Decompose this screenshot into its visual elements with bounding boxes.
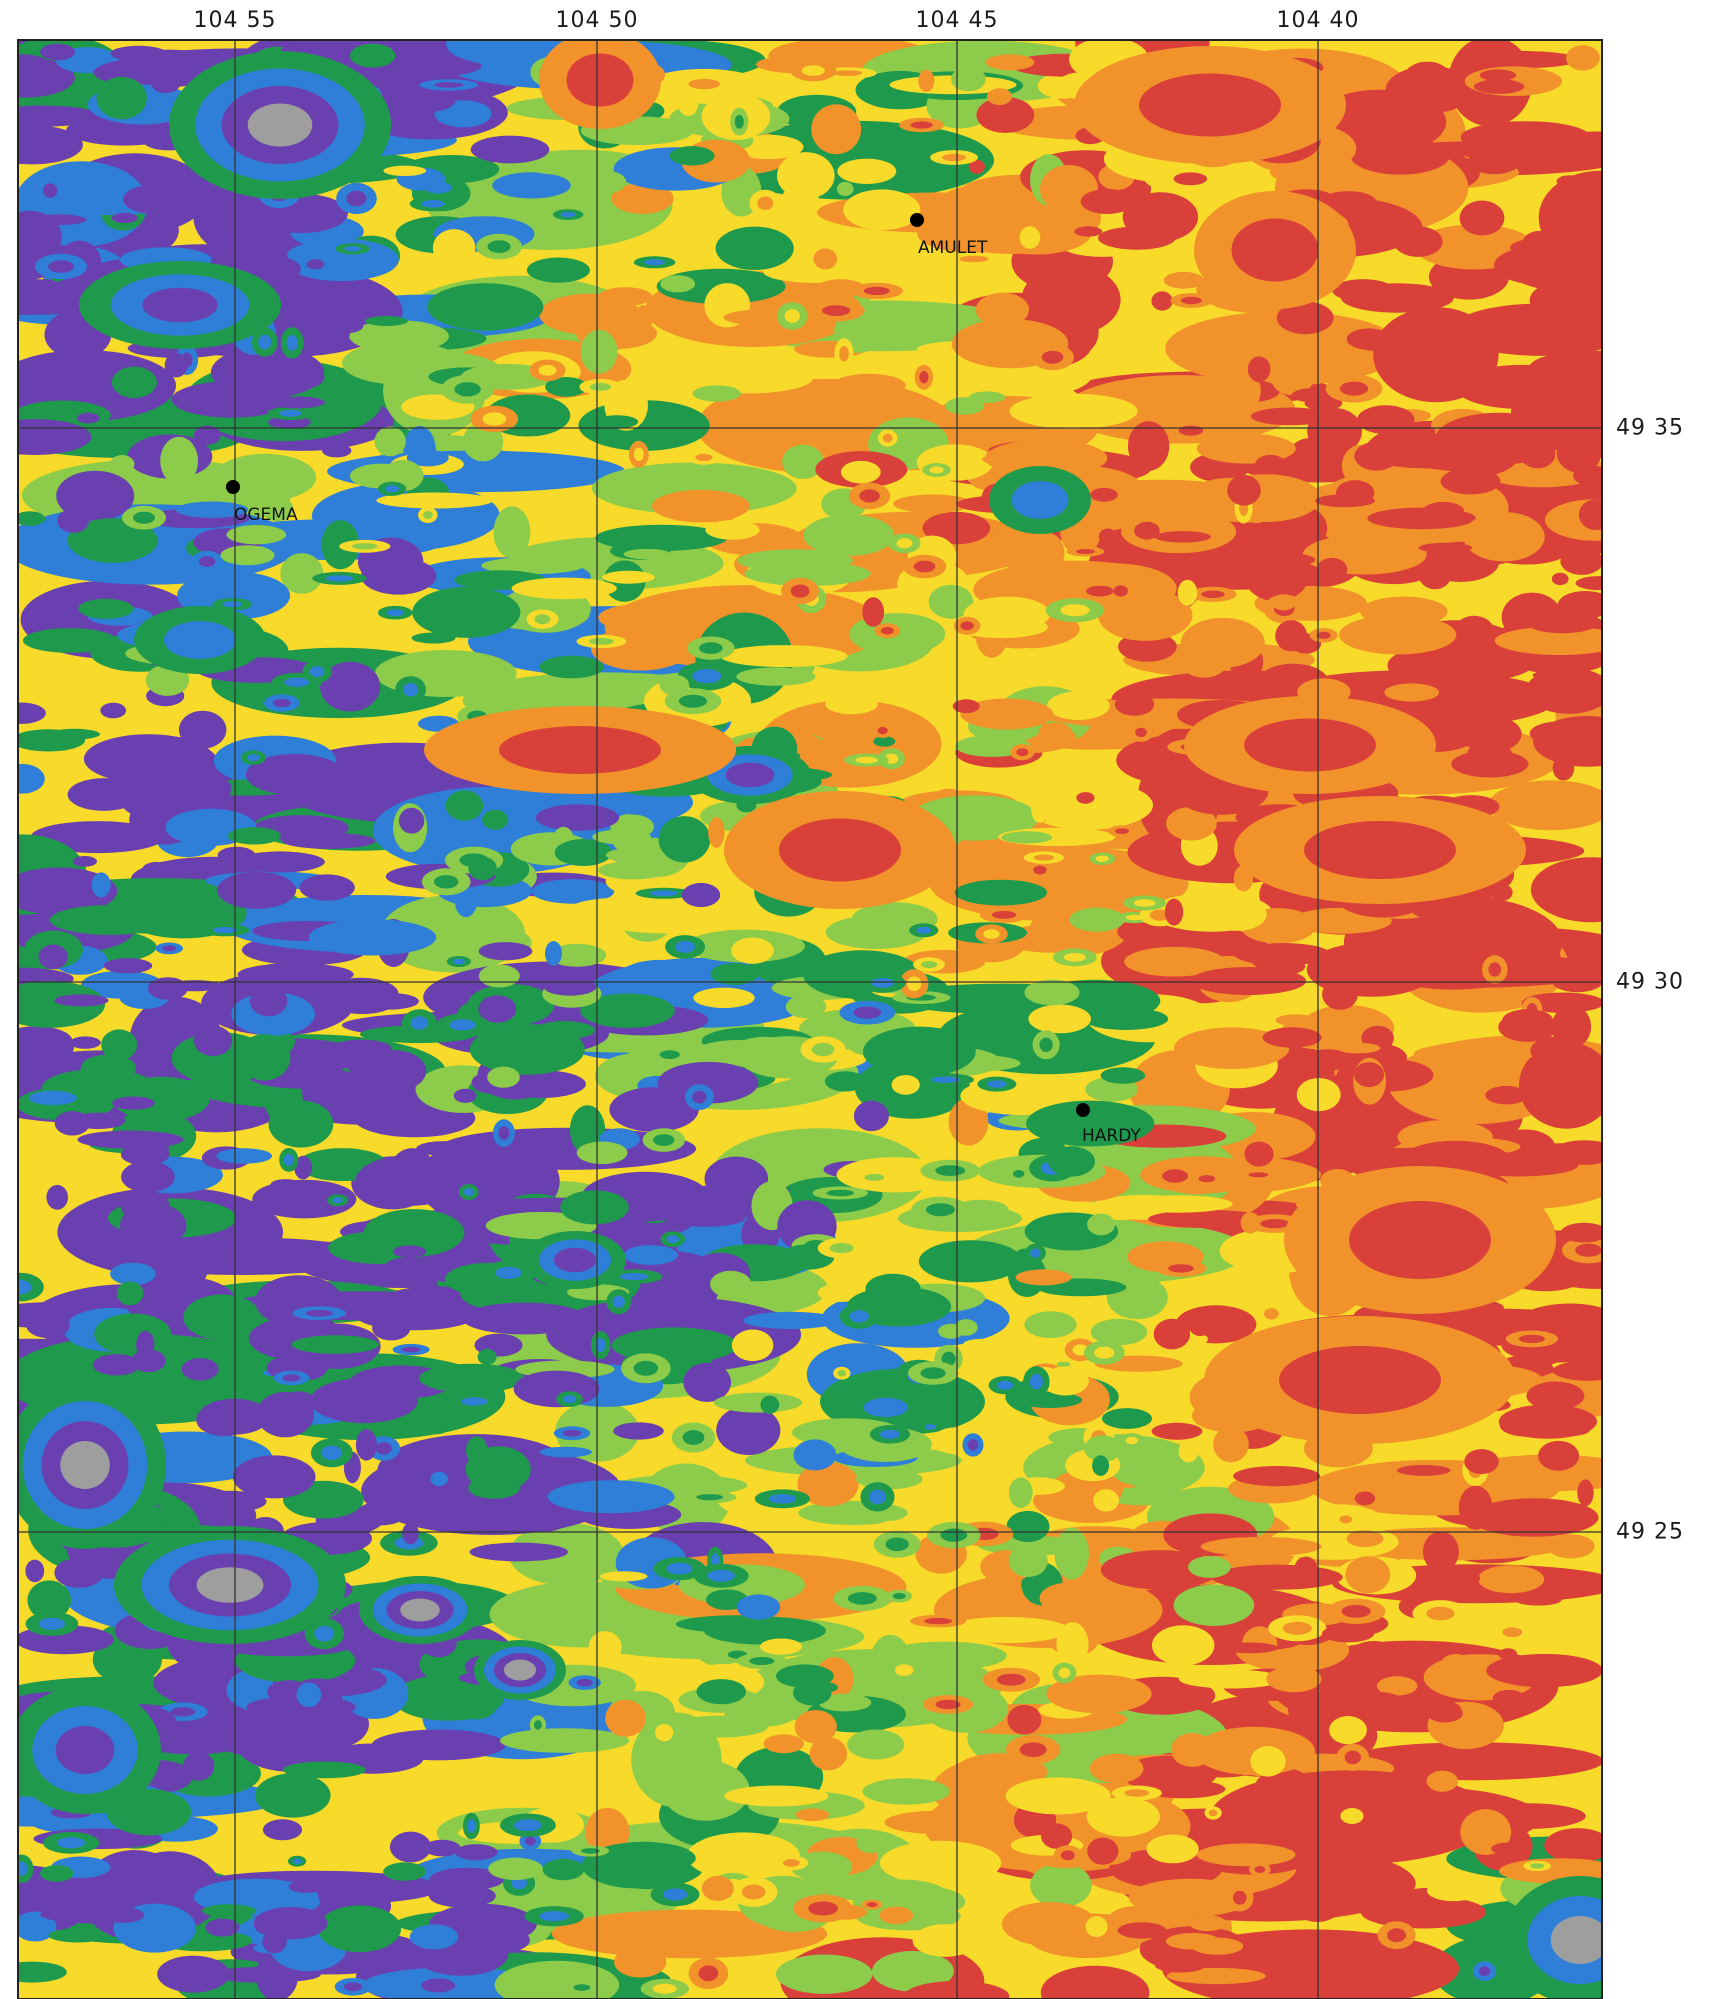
longitude-label: 104 45: [915, 8, 999, 33]
hardy-marker: [1076, 1103, 1090, 1117]
coordinate-grid: [18, 40, 1602, 1999]
latitude-label: 49 30: [1616, 969, 1684, 995]
map-frame: [17, 39, 1603, 1999]
ogema-marker: [226, 480, 240, 494]
longitude-label: 104 40: [1276, 8, 1360, 33]
latitude-label: 49 25: [1616, 1519, 1684, 1545]
anomaly-contours: [18, 40, 1602, 1999]
latitude-label: 49 35: [1616, 415, 1684, 441]
place-label-hardy: HARDY: [1082, 1126, 1141, 1146]
longitude-label: 104 55: [193, 8, 277, 33]
longitude-label: 104 50: [555, 8, 639, 33]
place-markers: [226, 213, 1090, 1117]
place-label-ogema: OGEMA: [234, 505, 298, 525]
place-label-amulet: AMULET: [918, 238, 988, 258]
amulet-marker: [910, 213, 924, 227]
